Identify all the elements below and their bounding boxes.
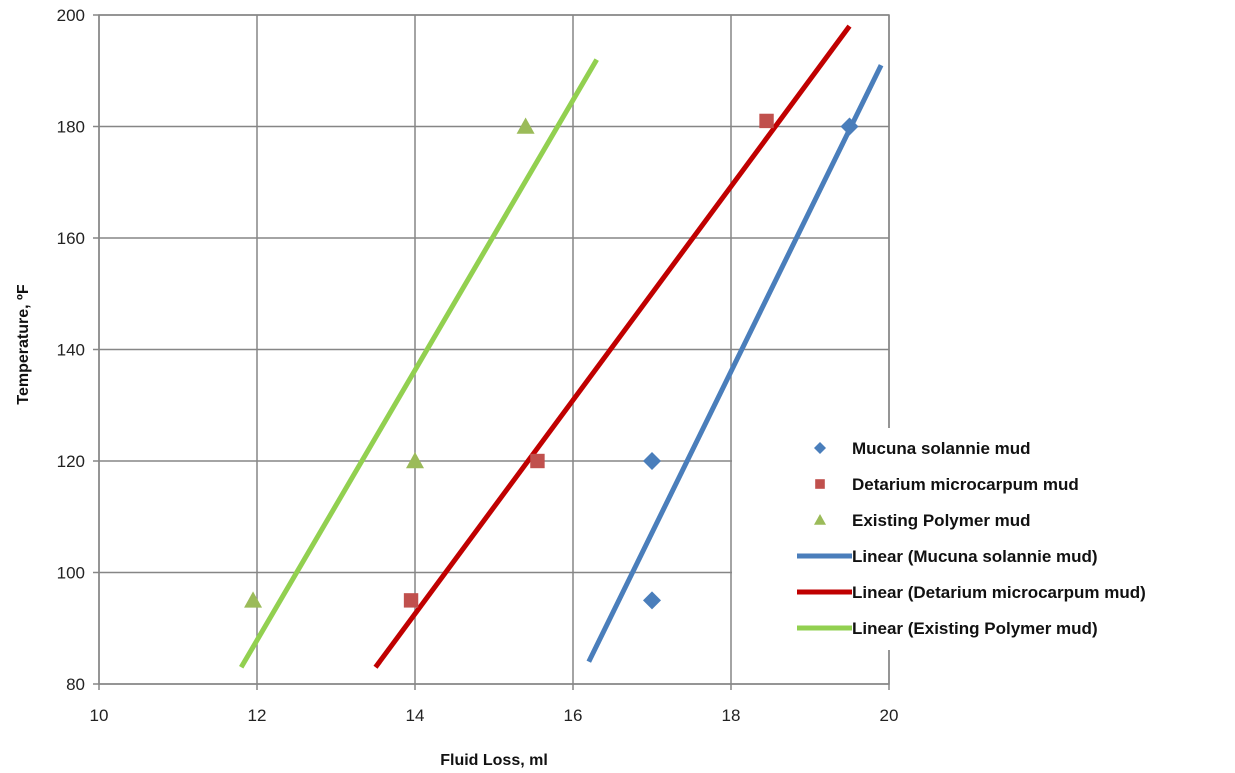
legend-marker-1 <box>814 442 826 454</box>
data-point-series-1 <box>643 591 661 610</box>
data-point-series-3 <box>244 591 263 608</box>
legend: Mucuna solannie mud Detarium microcarpum … <box>797 439 1146 638</box>
legend-label: Linear (Detarium microcarpum mud) <box>852 583 1146 602</box>
x-axis-title: Fluid Loss, ml <box>440 752 548 769</box>
y-tick-labels: 80 100 120 140 160 180 200 <box>57 6 85 694</box>
plot-area-frame <box>98 14 890 685</box>
data-point-series-3 <box>516 117 535 134</box>
legend-marker-2 <box>815 479 825 489</box>
x-tick-labels: 10 12 14 16 18 20 <box>90 706 899 725</box>
data-point-series-3 <box>406 452 424 469</box>
trendline-1 <box>586 64 884 663</box>
x-tick-label: 10 <box>90 706 109 725</box>
legend-label: Detarium microcarpum mud <box>852 475 1079 494</box>
x-tick-label: 14 <box>406 706 425 725</box>
legend-label: Linear (Mucuna solannie mud) <box>852 547 1098 566</box>
data-point-series-1 <box>840 117 859 136</box>
y-tick-label: 160 <box>57 229 85 248</box>
x-tick-label: 18 <box>722 706 741 725</box>
y-tick-label: 80 <box>66 675 85 694</box>
y-tick-label: 120 <box>57 452 85 471</box>
trendline-3 <box>239 58 599 669</box>
x-tick-label: 12 <box>248 706 267 725</box>
y-tick-label: 180 <box>57 118 85 137</box>
legend-label: Linear (Existing Polymer mud) <box>852 619 1098 638</box>
y-tick-label: 140 <box>57 341 85 360</box>
data-point-series-2 <box>530 453 545 469</box>
legend-marker-3 <box>814 514 826 525</box>
data-markers <box>244 113 859 610</box>
legend-background <box>732 428 1230 650</box>
y-tick-label: 100 <box>57 564 85 583</box>
data-point-series-1 <box>643 452 661 470</box>
x-tick-label: 16 <box>564 706 583 725</box>
trendlines <box>239 24 884 669</box>
legend-label: Mucuna solannie mud <box>852 439 1031 458</box>
y-tick-label: 200 <box>57 6 85 25</box>
data-point-series-2 <box>403 593 419 608</box>
legend-label: Existing Polymer mud <box>852 511 1031 530</box>
x-tick-label: 20 <box>880 706 899 725</box>
trendline-2 <box>373 24 852 669</box>
y-axis-title: Temperature, ºF <box>15 284 32 404</box>
data-point-series-2 <box>759 113 774 129</box>
